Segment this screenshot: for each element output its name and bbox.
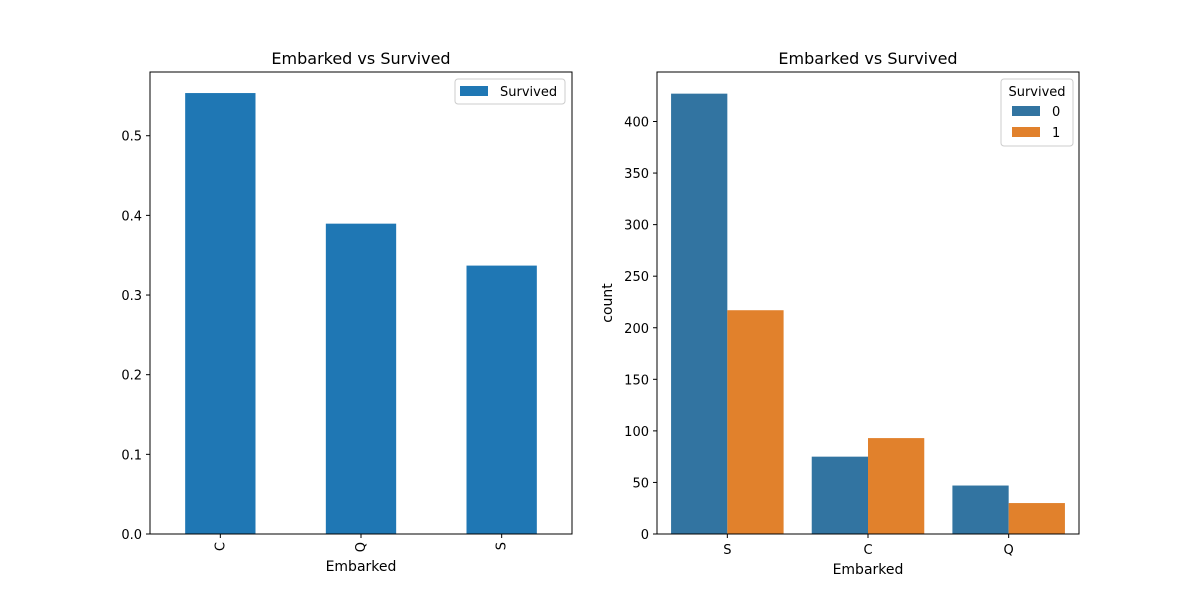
right-bar-S-survived-0 xyxy=(671,93,728,534)
left-x-tick-label: Q xyxy=(354,542,369,552)
right-y-tick-label: 50 xyxy=(632,476,649,491)
right-y-tick-label: 350 xyxy=(624,167,649,182)
right-y-tick-label: 400 xyxy=(624,116,649,131)
right-bar-C-survived-0 xyxy=(811,456,868,534)
right-x-tick-label: C xyxy=(863,543,872,558)
right-chart-title: Embarked vs Survived xyxy=(778,49,957,68)
left-bar-S xyxy=(466,265,537,534)
left-y-tick-label: 0.1 xyxy=(121,448,142,463)
right-legend-title: Survived xyxy=(1008,85,1065,100)
left-legend: Survived xyxy=(454,78,566,105)
left-bars xyxy=(185,93,537,534)
left-y-tick-label: 0.2 xyxy=(121,369,142,384)
right-y-tick-label: 250 xyxy=(624,270,649,285)
right-bars xyxy=(671,93,1065,534)
right-y-tick-label: 150 xyxy=(624,373,649,388)
left-chart-title: Embarked vs Survived xyxy=(271,49,450,68)
right-legend-label-0: 0 xyxy=(1052,105,1060,120)
right-y-axis-label: count xyxy=(600,283,616,323)
left-y-tick-label: 0.0 xyxy=(121,528,142,543)
right-legend-swatch-1 xyxy=(1012,127,1040,137)
right-bar-Q-survived-1 xyxy=(1008,503,1065,534)
left-bar-C xyxy=(185,93,256,534)
right-bar-S-survived-1 xyxy=(727,310,784,534)
right-y-tick-label: 300 xyxy=(624,219,649,234)
left-chart: Embarked vs Survived 0.00.10.20.30.40.5 … xyxy=(121,49,573,575)
right-bar-C-survived-1 xyxy=(868,438,925,534)
right-x-tick-label: S xyxy=(723,543,731,558)
right-bar-Q-survived-0 xyxy=(952,485,1009,534)
right-x-axis-label: Embarked xyxy=(833,562,904,578)
left-x-axis-label: Embarked xyxy=(326,559,397,575)
left-y-axis: 0.0 0.1 0.2 0.3 0.4 0.5 xyxy=(121,130,150,543)
left-y-tick-label: 0.5 xyxy=(121,130,142,145)
left-x-tick-label: C xyxy=(213,542,228,551)
left-y-tick-label: 0.4 xyxy=(121,209,142,224)
right-legend: Survived 0 1 xyxy=(1000,78,1074,147)
right-legend-swatch-0 xyxy=(1012,106,1040,116)
left-legend-label: Survived xyxy=(500,85,557,100)
right-y-axis: 0 50 100 150 200 250 300 350 400 xyxy=(624,116,657,543)
left-bar-Q xyxy=(325,223,397,534)
left-x-tick-label: S xyxy=(495,542,510,550)
left-y-tick-label: 0.3 xyxy=(121,289,142,304)
right-x-tick-label: Q xyxy=(1004,543,1014,558)
right-chart: Embarked vs Survived 0 50 100 150 200 250 300 3… xyxy=(600,49,1080,578)
right-legend-label-1: 1 xyxy=(1052,126,1060,141)
right-y-tick-label: 200 xyxy=(624,322,649,337)
left-legend-box xyxy=(454,78,566,105)
right-y-tick-label: 100 xyxy=(624,425,649,440)
right-y-tick-label: 0 xyxy=(641,528,649,543)
left-legend-swatch xyxy=(460,86,488,96)
